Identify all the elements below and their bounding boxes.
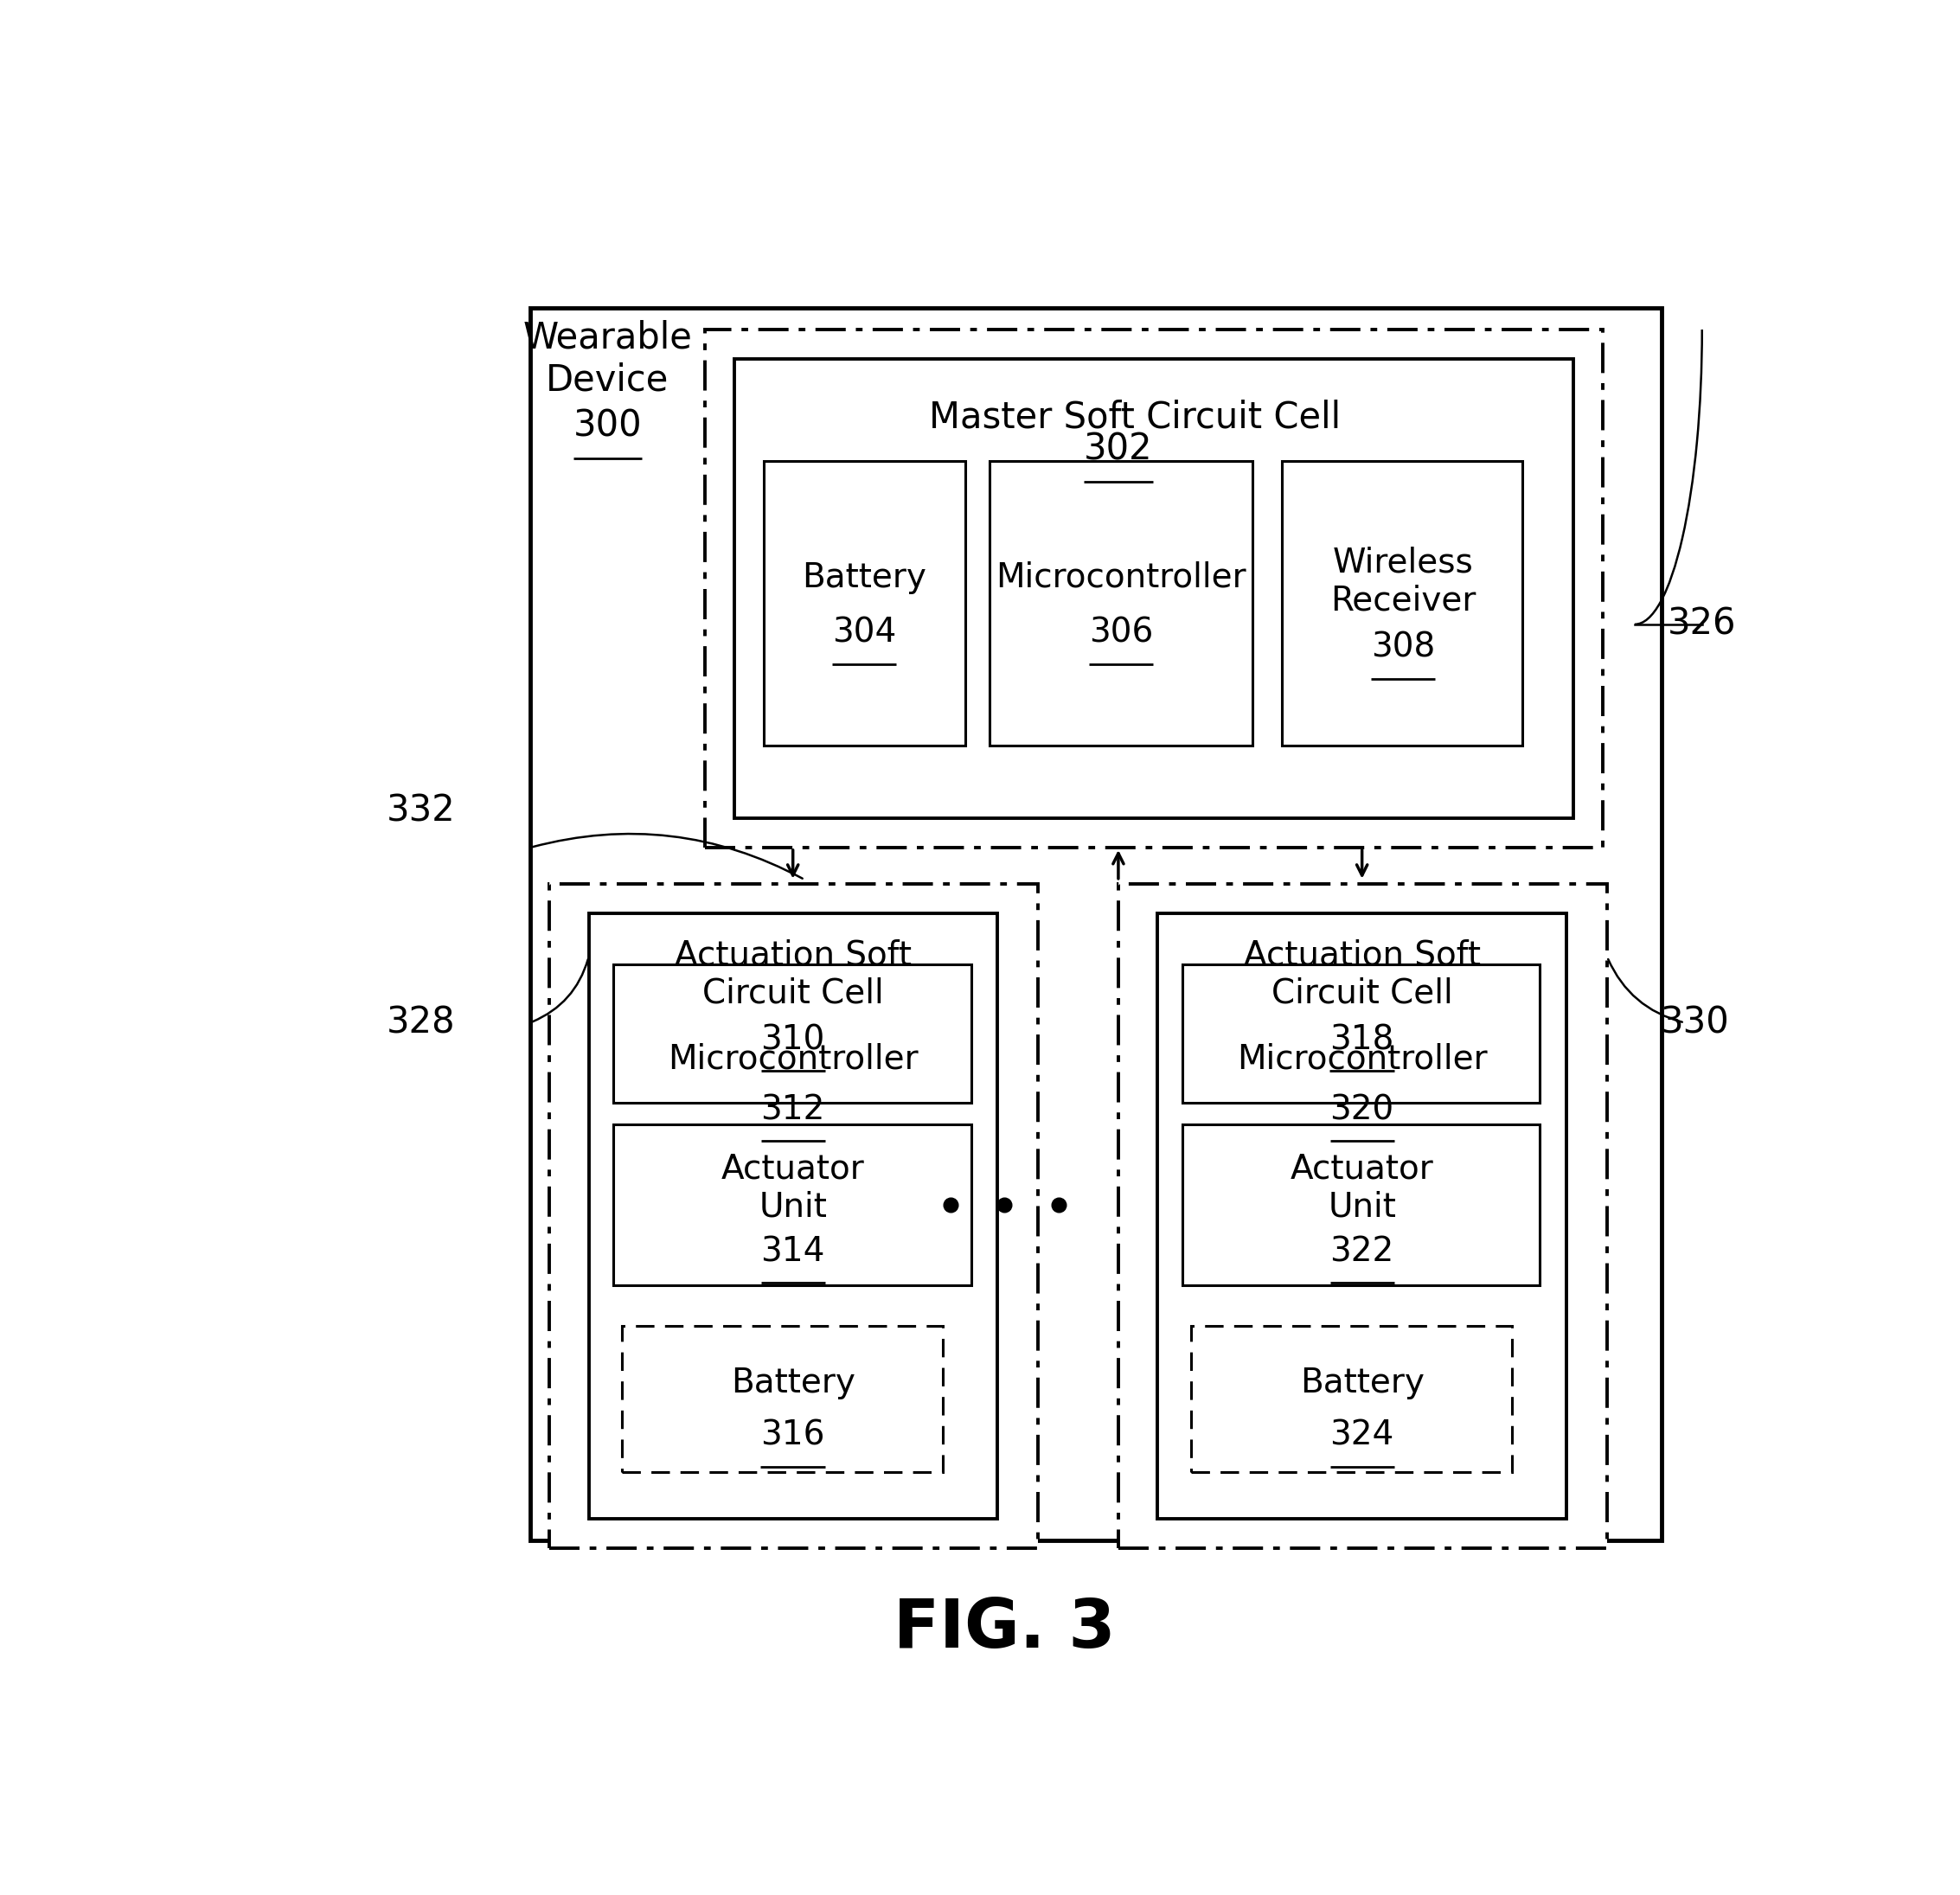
Text: Battery: Battery	[1299, 1366, 1425, 1400]
Bar	[1182, 965, 1541, 1103]
Text: 330: 330	[1660, 1004, 1729, 1040]
Text: FIG. 3: FIG. 3	[894, 1596, 1115, 1662]
Bar	[1119, 883, 1607, 1548]
Bar	[1192, 1326, 1513, 1472]
Text: 300: 300	[572, 407, 643, 443]
Text: Master Soft Circuit Cell: Master Soft Circuit Cell	[929, 400, 1364, 436]
Bar	[613, 1126, 970, 1285]
Text: 306: 306	[1090, 616, 1152, 650]
Bar	[588, 913, 998, 1518]
Bar	[1282, 460, 1523, 745]
Bar	[735, 358, 1574, 819]
Text: Actuator
Unit: Actuator Unit	[721, 1152, 864, 1222]
Text: Battery: Battery	[802, 561, 927, 593]
Text: 324: 324	[1331, 1419, 1394, 1452]
Text: 314: 314	[760, 1236, 825, 1268]
Text: 302: 302	[1084, 430, 1152, 468]
Bar	[764, 460, 964, 745]
Text: 326: 326	[1668, 606, 1737, 642]
Text: 328: 328	[386, 1004, 455, 1040]
Text: Wireless
Receiver: Wireless Receiver	[1331, 546, 1476, 618]
Text: Microcontroller: Microcontroller	[668, 1042, 917, 1076]
Bar	[531, 307, 1662, 1541]
Text: 310: 310	[760, 1023, 825, 1057]
Text: 320: 320	[1331, 1093, 1394, 1128]
Text: Wearable
Device: Wearable Device	[523, 320, 692, 398]
Text: Actuation Soft
Circuit Cell: Actuation Soft Circuit Cell	[674, 940, 911, 1010]
Text: 322: 322	[1331, 1236, 1394, 1268]
Bar	[549, 883, 1039, 1548]
Text: Battery: Battery	[731, 1366, 855, 1400]
Text: 318: 318	[1329, 1023, 1394, 1057]
Text: 312: 312	[760, 1093, 825, 1128]
Bar	[1182, 1126, 1541, 1285]
Bar	[1158, 913, 1566, 1518]
Bar	[706, 330, 1603, 847]
Text: 332: 332	[386, 792, 455, 830]
Bar	[613, 965, 970, 1103]
Text: 308: 308	[1370, 631, 1435, 663]
Text: 316: 316	[760, 1419, 825, 1452]
Text: Microcontroller: Microcontroller	[1237, 1042, 1488, 1076]
Text: Microcontroller: Microcontroller	[996, 561, 1247, 593]
Bar	[990, 460, 1252, 745]
Text: 304: 304	[833, 616, 896, 650]
Text: Actuation Soft
Circuit Cell: Actuation Soft Circuit Cell	[1243, 940, 1480, 1010]
Text: Actuator
Unit: Actuator Unit	[1290, 1152, 1433, 1222]
Bar	[621, 1326, 943, 1472]
